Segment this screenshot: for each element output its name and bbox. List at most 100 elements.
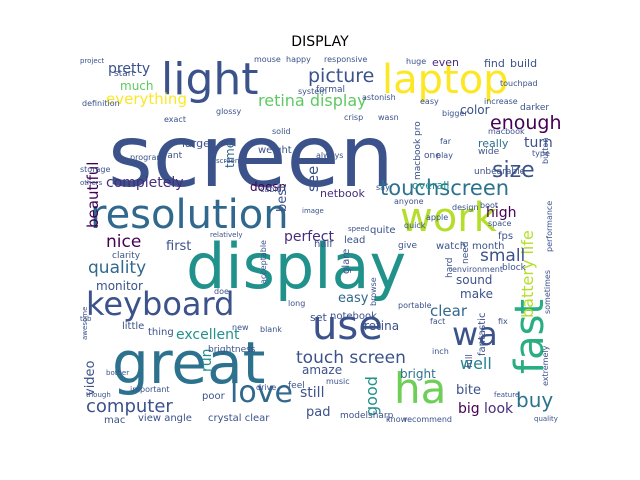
- word-cloud-word: ha: [394, 364, 447, 413]
- word-cloud-word: always: [316, 151, 344, 160]
- word-cloud-word: fact: [430, 317, 446, 326]
- word-cloud-word: wasn: [378, 113, 399, 122]
- word-cloud-word: glossy: [216, 107, 242, 116]
- word-cloud-word: inch: [432, 347, 449, 356]
- word-cloud-word: exact: [164, 115, 186, 124]
- word-cloud-word: full: [465, 354, 475, 368]
- word-cloud-word: though: [86, 391, 111, 399]
- word-cloud-word: brightness: [208, 345, 256, 355]
- word-cloud-word: battery life: [518, 230, 537, 318]
- word-cloud-word: start: [114, 69, 135, 79]
- word-cloud-word: macbook: [488, 127, 525, 136]
- word-cloud-word: touchpad: [500, 79, 538, 88]
- word-cloud-word: touch screen: [296, 348, 406, 368]
- word-cloud-word: crisp: [344, 113, 364, 122]
- word-cloud-word: size: [492, 158, 535, 183]
- word-cloud-word: pad: [306, 405, 331, 420]
- word-cloud-word: doesn: [250, 180, 287, 194]
- word-cloud-word: fps: [498, 231, 514, 242]
- word-cloud-word: know: [386, 415, 408, 424]
- word-cloud-word: need: [461, 241, 471, 265]
- word-cloud-word: speed: [348, 225, 370, 233]
- word-cloud-word: love: [230, 375, 293, 410]
- word-cloud-word: acceptable: [259, 240, 268, 284]
- word-cloud-word: glare: [341, 248, 352, 274]
- word-cloud-word: give: [398, 241, 418, 251]
- word-cloud-word: play: [436, 151, 453, 160]
- word-cloud-word: fix: [498, 317, 508, 326]
- word-cloud-word: model: [340, 411, 369, 421]
- word-cloud-word: quite: [370, 225, 396, 236]
- word-cloud-word: design: [452, 203, 479, 212]
- word-cloud-word: type: [532, 149, 550, 158]
- word-cloud-word: still: [300, 385, 325, 401]
- word-cloud-word: look: [484, 401, 514, 417]
- word-cloud-word: one: [424, 151, 441, 161]
- word-cloud-word: project: [80, 57, 105, 65]
- word-cloud-word: mouse: [254, 56, 281, 64]
- word-cloud-word: really: [478, 137, 509, 150]
- word-cloud-word: cable: [260, 185, 282, 194]
- word-cloud-word: feature: [494, 391, 520, 399]
- word-cloud-word: computer: [86, 396, 173, 417]
- word-cloud-word: large: [182, 137, 210, 150]
- word-cloud-word: turn: [524, 135, 553, 151]
- word-cloud-word: darker: [520, 103, 550, 113]
- word-cloud-word: want: [160, 151, 183, 161]
- word-cloud-word: keyboard: [86, 285, 235, 323]
- word-cloud-word: nice: [106, 232, 142, 252]
- word-cloud-word: completely: [106, 175, 184, 191]
- word-cloud-word: feel: [288, 381, 305, 391]
- word-cloud-word: high: [486, 205, 517, 221]
- word-cloud-word: bite: [456, 383, 481, 398]
- word-cloud-word: hard: [445, 257, 455, 278]
- word-cloud-word: picture: [308, 65, 375, 87]
- word-cloud-word: pretty: [108, 61, 151, 77]
- word-cloud-word: perfect: [284, 229, 334, 245]
- word-cloud-word: anyone: [394, 197, 424, 206]
- word-cloud-word: happy: [286, 56, 311, 64]
- word-cloud-word: extremely: [541, 345, 550, 386]
- word-cloud-word: great: [112, 329, 266, 397]
- word-cloud-word: crystal clear: [208, 413, 270, 424]
- word-cloud-word: drive: [256, 383, 277, 392]
- word-cloud-word: block: [502, 263, 526, 273]
- word-cloud-word: even: [432, 56, 460, 69]
- word-cloud-word: resolution: [90, 192, 289, 238]
- word-cloud-word: doe: [214, 287, 229, 296]
- word-cloud-word: important: [130, 385, 170, 394]
- word-cloud-word: much: [120, 79, 154, 93]
- word-cloud-word: retina: [364, 319, 400, 333]
- word-cloud-word: quick: [404, 221, 426, 230]
- word-cloud-word: awesome: [81, 306, 89, 340]
- word-cloud-word: storage: [80, 165, 111, 174]
- word-cloud-word: program: [130, 153, 165, 162]
- word-cloud-word: retina display: [258, 91, 367, 110]
- chart-title: DISPLAY: [291, 34, 349, 50]
- word-cloud-word: music: [326, 377, 350, 386]
- word-cloud-word: huge: [406, 57, 427, 66]
- word-cloud-word: quality: [88, 258, 147, 278]
- word-cloud-word: astonish: [362, 93, 396, 102]
- word-cloud-word: set: [310, 311, 327, 324]
- word-cloud-word: screen: [216, 157, 240, 165]
- word-cloud-word: laptop: [382, 57, 509, 103]
- word-cloud-word: easy: [420, 97, 439, 106]
- word-cloud-word: notebook: [330, 311, 377, 322]
- word-cloud-word: easy: [338, 291, 369, 306]
- word-cloud-word: overall: [412, 179, 450, 192]
- word-cloud-word: wide: [478, 147, 500, 157]
- word-cloud-word: sometimes: [543, 269, 552, 314]
- word-cloud-word: solid: [272, 127, 291, 136]
- word-cloud-word: sound: [456, 273, 493, 287]
- word-cloud-word: bright: [400, 367, 436, 381]
- word-cloud-word: find: [484, 57, 505, 70]
- word-cloud-word: unbearable: [474, 167, 526, 177]
- word-cloud-word: new: [232, 323, 249, 332]
- word-cloud-word: environment: [452, 265, 503, 274]
- word-cloud-word: bother: [106, 369, 130, 377]
- word-cloud-word: make: [460, 287, 493, 301]
- word-cloud-word: poor: [202, 391, 225, 402]
- word-cloud-word: boot: [480, 201, 499, 210]
- word-cloud-word: well: [460, 354, 492, 373]
